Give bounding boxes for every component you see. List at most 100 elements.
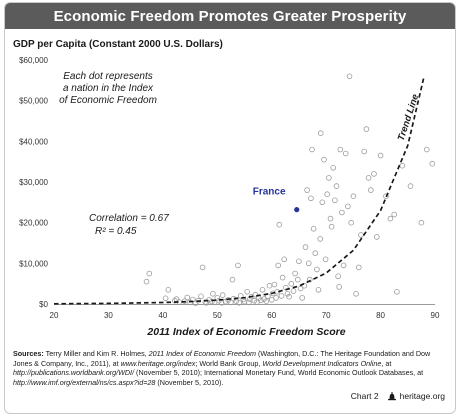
scatter-chart: GDP per Capita (Constant 2000 U.S. Dolla… bbox=[13, 39, 440, 338]
y-tick-label: $0 bbox=[39, 300, 48, 309]
sources-text-3: ; World Bank Group, bbox=[195, 358, 263, 368]
data-point bbox=[423, 146, 430, 153]
sources-wdi-title: World Development Indicators Online bbox=[262, 358, 382, 368]
data-point bbox=[246, 299, 252, 306]
data-point bbox=[219, 292, 226, 298]
data-point bbox=[301, 282, 308, 289]
data-point bbox=[315, 286, 322, 293]
data-point bbox=[235, 262, 241, 269]
x-tick-label: 60 bbox=[267, 311, 276, 320]
sources-label: Sources: bbox=[13, 349, 44, 358]
data-point bbox=[146, 270, 153, 277]
y-tick-label: $30,000 bbox=[19, 178, 48, 187]
data-point bbox=[184, 294, 191, 301]
data-point bbox=[330, 165, 337, 171]
data-point bbox=[361, 148, 368, 155]
data-point bbox=[429, 160, 436, 167]
data-point bbox=[340, 262, 347, 269]
data-point bbox=[317, 130, 324, 136]
data-point bbox=[348, 219, 355, 226]
data-point bbox=[165, 286, 172, 293]
data-points bbox=[143, 73, 436, 307]
data-point bbox=[336, 284, 343, 290]
y-tick-label: $50,000 bbox=[19, 97, 48, 106]
data-point bbox=[324, 191, 331, 198]
data-point bbox=[290, 288, 297, 294]
data-point bbox=[314, 266, 320, 273]
data-point bbox=[312, 250, 319, 257]
data-point bbox=[273, 295, 279, 301]
chart-frame: Economic Freedom Promotes Greater Prospe… bbox=[4, 2, 456, 414]
x-axis-label: 2011 Index of Economic Freedom Score bbox=[146, 326, 345, 338]
data-point bbox=[199, 264, 206, 271]
sources-text-5: (November 5, 2010); International Moneta… bbox=[134, 368, 424, 378]
data-point bbox=[281, 256, 288, 263]
data-point bbox=[302, 244, 309, 250]
y-tick-label: $60,000 bbox=[19, 56, 48, 65]
data-point bbox=[350, 193, 357, 200]
data-point bbox=[365, 175, 372, 181]
data-point bbox=[305, 260, 312, 267]
data-point bbox=[328, 223, 335, 230]
brand-mark: heritage.org bbox=[387, 391, 445, 401]
data-point bbox=[322, 256, 329, 263]
data-point bbox=[258, 297, 264, 304]
sources-text-2: (Washington, D.C.: The Heritage Foundati… bbox=[13, 349, 431, 368]
y-tick-label: $10,000 bbox=[19, 259, 48, 268]
sources-text-6: (November 5, 2010). bbox=[155, 377, 224, 387]
data-point bbox=[308, 195, 314, 202]
sources-url-1: www.heritage.org/index bbox=[120, 358, 196, 368]
title-bar: Economic Freedom Promotes Greater Prospe… bbox=[5, 3, 455, 29]
dot-note-line: a nation in the Index bbox=[63, 83, 154, 94]
data-point bbox=[236, 299, 242, 306]
data-point bbox=[353, 290, 359, 297]
france-label: France bbox=[253, 187, 286, 198]
data-point bbox=[198, 293, 204, 300]
data-point bbox=[317, 236, 324, 242]
data-point bbox=[346, 73, 353, 80]
data-point bbox=[278, 293, 285, 299]
data-point bbox=[327, 215, 334, 222]
data-point bbox=[342, 150, 349, 157]
data-point bbox=[391, 211, 398, 218]
data-point bbox=[266, 282, 273, 289]
data-point bbox=[228, 299, 234, 306]
data-point bbox=[418, 219, 425, 226]
data-point bbox=[259, 286, 266, 293]
data-point bbox=[279, 274, 286, 281]
data-point bbox=[309, 146, 315, 153]
data-point bbox=[143, 278, 150, 285]
data-point bbox=[304, 187, 310, 193]
data-point bbox=[286, 293, 292, 300]
r-squared-label: R² = 0.45 bbox=[95, 226, 137, 237]
trend-line-label: Trend Line bbox=[396, 92, 422, 142]
data-point bbox=[407, 183, 414, 189]
footer: Chart 2 heritage.org bbox=[351, 391, 445, 401]
correlation-label: Correlation = 0.67 bbox=[89, 213, 169, 224]
y-tick-label: $40,000 bbox=[19, 137, 48, 146]
chart-number: Chart 2 bbox=[350, 391, 379, 401]
data-point bbox=[244, 288, 251, 295]
x-tick-label: 80 bbox=[376, 311, 385, 320]
data-point bbox=[306, 276, 313, 283]
data-point bbox=[335, 273, 341, 280]
data-point bbox=[383, 193, 389, 200]
sources-text-1: Terry Miller and Kim R. Holmes, bbox=[43, 349, 149, 358]
y-axis-label: GDP per Capita (Constant 2000 U.S. Dolla… bbox=[13, 39, 223, 50]
data-point bbox=[310, 226, 317, 232]
x-tick-label: 40 bbox=[158, 311, 167, 320]
x-tick-label: 50 bbox=[213, 311, 222, 320]
data-point bbox=[371, 171, 377, 177]
y-tick-labels: $0 $10,000 $20,000 $30,000 $40,000 $50,000 $60… bbox=[19, 56, 48, 309]
sources-text-4: , at bbox=[381, 358, 392, 368]
data-point bbox=[333, 183, 340, 189]
brand-url: heritage.org bbox=[399, 391, 445, 401]
liberty-bell-icon bbox=[387, 391, 396, 400]
data-point bbox=[276, 221, 283, 228]
data-point bbox=[229, 276, 236, 283]
data-point bbox=[210, 290, 216, 297]
data-point bbox=[358, 232, 364, 238]
data-point bbox=[296, 258, 302, 265]
data-point bbox=[337, 146, 344, 153]
sources-book-title: 2011 Index of Economic Freedom bbox=[148, 349, 257, 358]
